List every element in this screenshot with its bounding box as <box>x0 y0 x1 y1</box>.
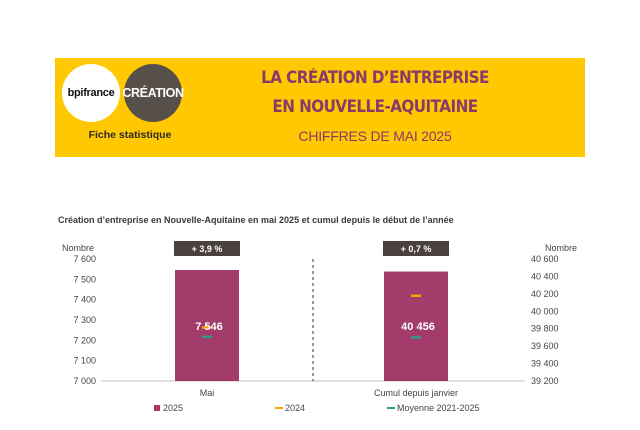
left-tick-label: 7 100 <box>73 356 96 366</box>
bar-value-label: 7 546 <box>195 321 223 333</box>
bar-2025 <box>384 271 448 381</box>
creation-logo: CRÉATION <box>122 64 184 122</box>
legend-label-2024: 2024 <box>285 403 305 413</box>
category-label: Cumul depuis janvier <box>374 388 458 398</box>
category-label: Mai <box>200 388 215 398</box>
left-tick-label: 7 000 <box>73 376 96 386</box>
legend-label-average: Moyenne 2021-2025 <box>397 403 480 413</box>
right-tick-label: 40 200 <box>531 289 559 299</box>
legend-swatch-2024 <box>275 407 283 409</box>
marker-average <box>202 335 212 339</box>
left-tick-label: 7 300 <box>73 315 96 325</box>
right-axis-label: Nombre <box>545 243 577 253</box>
page-title-line1: LA CRÉATION D’ENTREPRISE <box>261 68 489 87</box>
creation-logo-text: CRÉATION <box>122 86 184 100</box>
left-axis-label: Nombre <box>62 243 94 253</box>
header-banner: bpifrance CRÉATION Fiche statistique LA … <box>55 58 585 157</box>
page-title-line2: EN NOUVELLE-AQUITAINE <box>272 97 478 116</box>
change-badge <box>174 241 240 256</box>
change-badge <box>383 241 449 256</box>
bar-2025 <box>175 269 239 381</box>
change-badge-label: + 3,9 % <box>192 244 223 254</box>
left-axis-ticks: 7 600 7 500 7 400 7 300 7 200 7 100 7 000 <box>73 254 96 386</box>
right-tick-label: 39 400 <box>531 359 559 369</box>
right-axis-ticks: 40 600 40 400 40 200 40 000 39 800 39 600 39 4… <box>531 254 559 386</box>
chart-legend: 2025 2024 Moyenne 2021-2025 <box>154 403 480 413</box>
right-tick-label: 40 600 <box>531 254 559 264</box>
right-tick-label: 40 400 <box>531 271 559 281</box>
marker-2024 <box>411 294 421 297</box>
marker-average <box>411 336 421 339</box>
bpifrance-logo-text: bpifrance <box>67 87 115 99</box>
chart-title: Création d’entreprise en Nouvelle-Aquita… <box>58 215 454 225</box>
right-tick-label: 40 000 <box>531 306 559 316</box>
legend-swatch-2025 <box>154 405 160 411</box>
left-tick-label: 7 400 <box>73 295 96 305</box>
legend-label-2025: 2025 <box>163 403 183 413</box>
right-tick-label: 39 600 <box>531 341 559 351</box>
legend-swatch-average <box>387 407 395 409</box>
left-tick-label: 7 200 <box>73 335 96 345</box>
change-badge-label: + 0,7 % <box>401 244 432 254</box>
marker-2024 <box>202 326 212 329</box>
fiche-label: Fiche statistique <box>88 129 172 141</box>
bpifrance-logo: bpifrance <box>62 64 120 122</box>
right-tick-label: 39 200 <box>531 376 559 386</box>
page-subtitle: CHIFFRES DE MAI 2025 <box>298 128 452 144</box>
bar-value-label: 40 456 <box>401 321 435 333</box>
left-tick-label: 7 500 <box>73 274 96 284</box>
left-tick-label: 7 600 <box>73 254 96 264</box>
right-tick-label: 39 800 <box>531 324 559 334</box>
chart-bars: + 3,9 % 7 546 Mai + 0,7 % 40 456 Cumul depuis… <box>174 241 458 398</box>
